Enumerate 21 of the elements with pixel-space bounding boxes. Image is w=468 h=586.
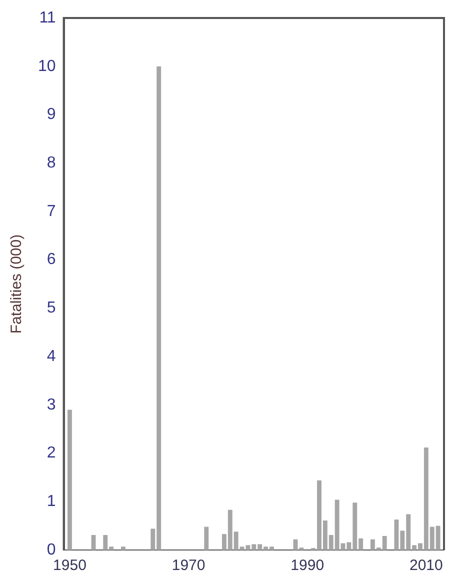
y-tick-label: 6 bbox=[46, 251, 56, 268]
y-tick-label: 2 bbox=[46, 444, 56, 462]
y-tick-label: 4 bbox=[46, 348, 56, 365]
bar bbox=[91, 535, 96, 550]
y-tick-label: 8 bbox=[46, 154, 56, 172]
y-tick-label: 1 bbox=[46, 493, 56, 510]
y-tick-label: 3 bbox=[46, 396, 56, 414]
bar bbox=[68, 410, 72, 550]
y-axis-title: Fatalities (000) bbox=[8, 234, 26, 334]
x-tick-label: 1970 bbox=[172, 557, 206, 574]
y-tick-label: 5 bbox=[46, 300, 56, 317]
x-tick-label: 2010 bbox=[409, 557, 443, 574]
bar bbox=[120, 546, 126, 550]
y-tick-label: 7 bbox=[46, 202, 56, 220]
y-tick-label: 11 bbox=[39, 9, 56, 26]
x-tick-label: 1990 bbox=[290, 557, 324, 574]
y-tick-label: 0 bbox=[46, 541, 56, 558]
y-tick-label: 9 bbox=[46, 106, 56, 124]
x-tick-label: 1950 bbox=[53, 557, 86, 574]
y-tick-label: 10 bbox=[38, 58, 56, 75]
bar bbox=[204, 526, 209, 550]
